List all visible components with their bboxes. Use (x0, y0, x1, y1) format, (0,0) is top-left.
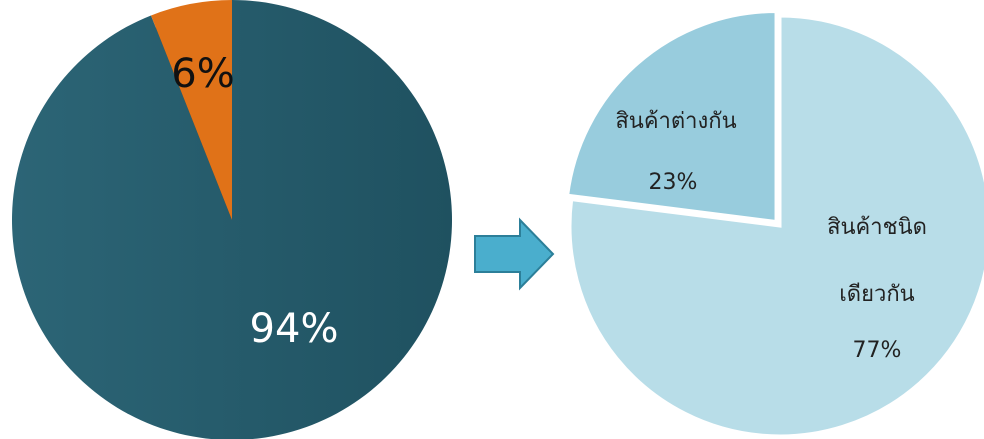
right-pie-slice-same-type (568, 14, 984, 438)
right-pie-data-label-23: 23% (649, 170, 698, 195)
right-pie-chart: สินค้าต่างกัน 23% สินค้าชนิด เดียวกัน 77… (566, 9, 984, 438)
right-pie-category-same-line2: เดียวกัน (839, 282, 914, 307)
right-pie-slice-different (566, 9, 778, 224)
left-pie-data-label-6: 6% (171, 51, 234, 97)
right-arrow-icon (474, 217, 555, 291)
right-pie-category-different: สินค้าต่างกัน (615, 109, 736, 134)
right-pie-category-same-line1: สินค้าชนิด (827, 215, 927, 240)
left-pie-data-label-94: 94% (250, 306, 339, 352)
right-pie-data-label-77: 77% (853, 338, 902, 363)
left-pie-slice-94 (12, 0, 452, 439)
left-pie-slice-6 (151, 0, 232, 220)
left-pie-chart: 94% 6% (12, 0, 452, 439)
